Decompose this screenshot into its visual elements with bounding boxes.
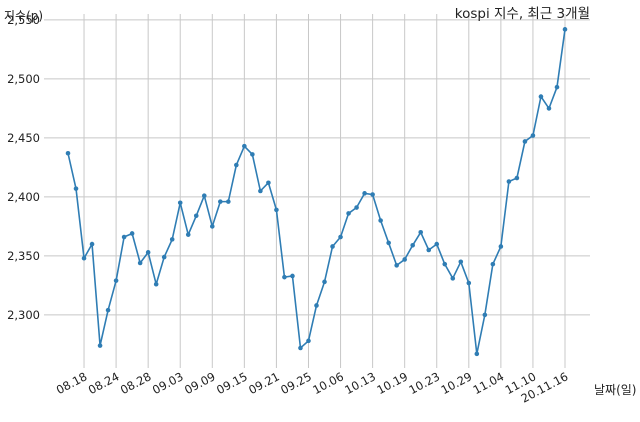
data-point bbox=[137, 260, 143, 266]
y-tick-label: 2,450 bbox=[7, 131, 40, 145]
data-point bbox=[266, 180, 271, 186]
data-point bbox=[81, 255, 87, 261]
data-point bbox=[121, 234, 127, 240]
data-point bbox=[522, 139, 528, 144]
gridlines bbox=[44, 14, 590, 368]
data-point bbox=[65, 150, 71, 156]
data-point bbox=[338, 234, 343, 240]
data-point bbox=[498, 244, 504, 249]
data-point bbox=[89, 241, 95, 247]
data-point bbox=[418, 230, 424, 235]
data-point bbox=[282, 274, 287, 280]
data-point bbox=[145, 250, 151, 255]
data-point bbox=[105, 307, 111, 313]
data-point bbox=[562, 27, 568, 32]
data-point bbox=[258, 188, 263, 194]
data-point bbox=[201, 193, 207, 199]
data-point bbox=[218, 199, 223, 204]
data-point bbox=[506, 179, 512, 184]
x-tick-label: 10.19 bbox=[374, 369, 410, 397]
data-point bbox=[129, 231, 135, 236]
data-point bbox=[346, 211, 351, 216]
data-point bbox=[234, 162, 239, 168]
y-axis-ticks: 2,300 2,350 2,400 2,450 2,500 2,550 bbox=[7, 13, 40, 322]
data-point bbox=[250, 152, 255, 157]
data-point bbox=[193, 213, 199, 219]
data-point bbox=[426, 247, 432, 253]
data-point bbox=[161, 254, 167, 260]
data-point bbox=[514, 175, 520, 181]
x-tick-label: 08.24 bbox=[86, 369, 122, 397]
x-tick-label: 09.03 bbox=[150, 369, 186, 397]
data-point bbox=[554, 84, 560, 90]
x-tick-label: 10.13 bbox=[342, 369, 378, 397]
data-point bbox=[474, 351, 480, 357]
y-tick-label: 2,550 bbox=[7, 13, 40, 27]
data-point bbox=[482, 312, 488, 318]
series-layer bbox=[65, 27, 568, 357]
data-point bbox=[378, 218, 383, 223]
x-tick-label: 10.23 bbox=[406, 369, 442, 397]
data-point bbox=[169, 237, 175, 242]
x-axis-label: 날짜(일) bbox=[594, 383, 636, 397]
chart-title: kospi 지수, 최근 3개월 bbox=[455, 6, 590, 22]
x-tick-label: 08.18 bbox=[54, 369, 90, 397]
x-tick-label: 11.04 bbox=[471, 369, 507, 397]
data-point bbox=[226, 199, 231, 204]
x-tick-label: 08.28 bbox=[118, 369, 154, 397]
x-tick-label: 09.25 bbox=[278, 369, 314, 397]
data-point bbox=[450, 276, 456, 281]
data-point bbox=[298, 345, 303, 351]
data-point bbox=[290, 273, 295, 279]
data-point bbox=[530, 133, 536, 138]
data-point bbox=[209, 224, 215, 229]
data-point bbox=[322, 279, 327, 285]
data-point bbox=[242, 143, 247, 149]
y-tick-label: 2,300 bbox=[7, 308, 40, 322]
data-point bbox=[402, 257, 407, 262]
data-point bbox=[538, 94, 544, 99]
data-point bbox=[314, 303, 319, 308]
data-point bbox=[177, 200, 183, 206]
data-point bbox=[394, 263, 399, 268]
data-point bbox=[306, 338, 311, 344]
data-point bbox=[113, 278, 119, 283]
y-axis-label: 지수(p) bbox=[4, 9, 43, 23]
data-point bbox=[274, 207, 279, 213]
y-tick-label: 2,500 bbox=[7, 72, 40, 86]
data-point bbox=[410, 242, 415, 248]
data-point bbox=[386, 240, 391, 246]
x-tick-label: 10.06 bbox=[310, 369, 346, 397]
data-point bbox=[466, 280, 472, 286]
data-point bbox=[546, 106, 552, 111]
data-point bbox=[73, 186, 79, 191]
data-point bbox=[362, 191, 367, 196]
data-point bbox=[458, 259, 464, 265]
x-tick-label: 09.15 bbox=[214, 369, 250, 397]
data-point bbox=[153, 281, 159, 287]
data-point bbox=[490, 261, 496, 267]
data-point bbox=[97, 343, 103, 348]
data-point bbox=[185, 232, 191, 237]
y-tick-label: 2,350 bbox=[7, 249, 40, 263]
y-tick-label: 2,400 bbox=[7, 190, 40, 204]
data-point bbox=[370, 192, 375, 197]
data-point bbox=[442, 261, 448, 267]
data-point bbox=[354, 205, 359, 210]
x-tick-label: 09.21 bbox=[246, 369, 282, 397]
x-tick-label: 09.09 bbox=[182, 369, 218, 397]
data-point bbox=[330, 244, 335, 249]
x-tick-label: 10.29 bbox=[439, 369, 475, 397]
data-point bbox=[434, 241, 440, 247]
x-axis-ticks: 08.1808.2408.2809.0309.0909.1509.2109.25… bbox=[54, 369, 571, 405]
